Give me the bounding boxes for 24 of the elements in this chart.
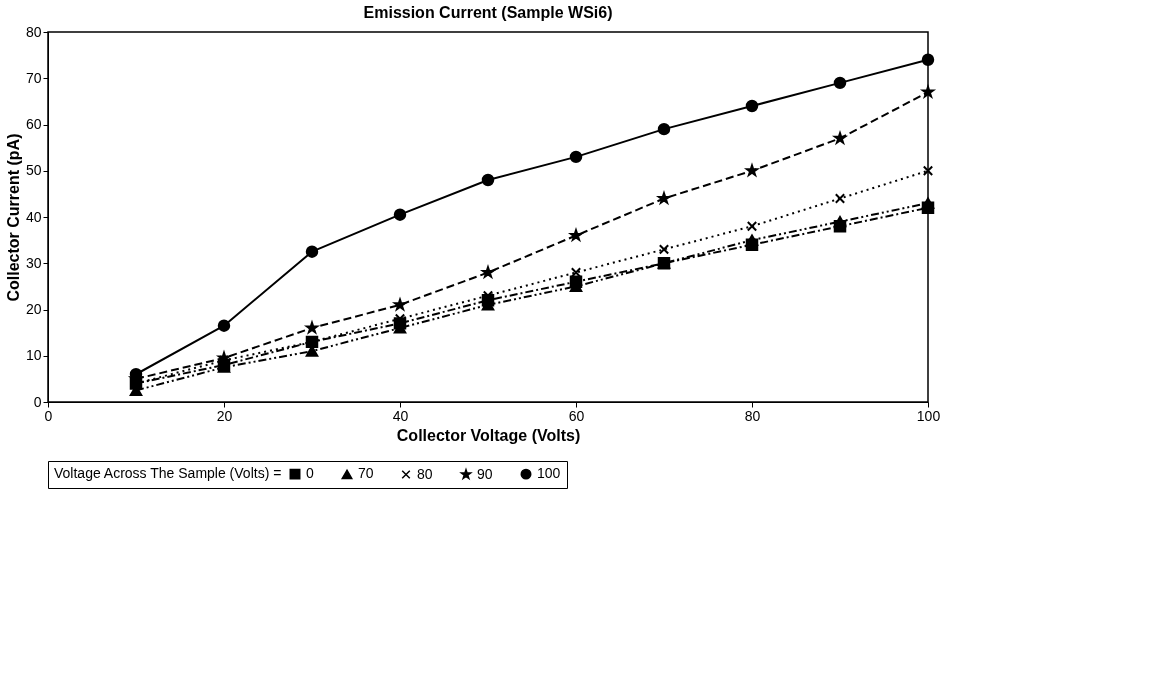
y-tick-label: 40 [25,208,42,225]
legend-label: 80 [417,465,433,482]
y-tick-label: 30 [25,254,42,271]
y-tick-label: 70 [25,69,42,86]
x-axis-title: Collector Voltage (Volts) [396,426,581,444]
x-tick-label: 20 [216,407,233,424]
y-axis-title: Collector Current (pA) [4,133,22,302]
legend-label: 70 [358,465,374,482]
chart-title: Emission Current (Sample WSi6) [363,4,613,21]
x-tick-label: 40 [392,407,409,424]
y-tick-label: 60 [25,116,42,132]
y-tick-label: 50 [25,162,42,179]
x-tick-label: 0 [44,407,53,424]
y-tick-label: 0 [33,393,42,410]
legend-label: 90 [477,465,493,482]
y-tick-label: 10 [25,347,42,364]
y-tick-label: 20 [25,301,42,317]
legend-label: 100 [537,465,561,482]
legend-label: 0 [306,465,314,482]
x-tick-label: 100 [916,407,941,424]
x-tick-label: 60 [568,407,585,424]
x-tick-label: 80 [744,407,761,424]
y-tick-label: 80 [25,23,42,40]
legend-title: Voltage Across The Sample (Volts) = [54,465,282,481]
